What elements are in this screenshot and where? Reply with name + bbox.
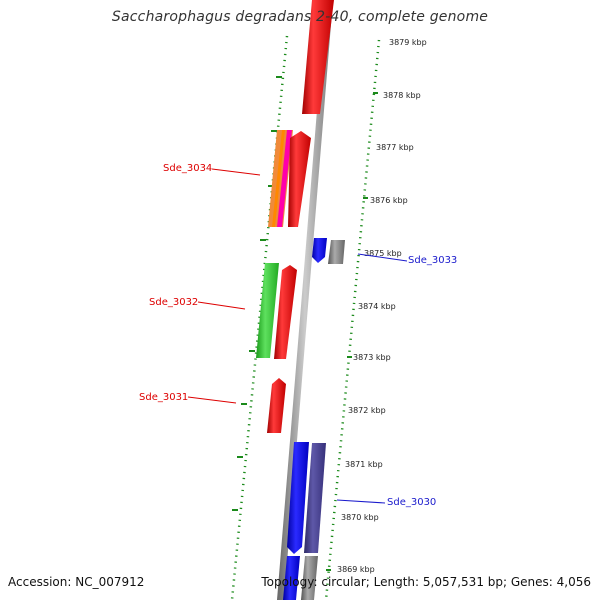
ruler: 3879 kbp 3878 kbp 3877 kbp 3876 kbp 3875…: [337, 38, 427, 574]
ruler-label: 3875 kbp: [364, 249, 402, 258]
gene-label-sde-3032[interactable]: Sde_3032: [149, 297, 198, 308]
ruler-label: 3869 kbp: [337, 565, 375, 574]
ruler-label: 3879 kbp: [389, 38, 427, 47]
gene-red-top: [302, 0, 334, 114]
gene-label-sde-3033[interactable]: Sde_3033: [408, 255, 457, 266]
outer-tick-track: [324, 39, 381, 600]
gene-sde-3030-blue: [287, 442, 309, 554]
gene-sde-3032-green: [256, 263, 279, 358]
gene-sde-3034-stripe-orange: [272, 130, 285, 227]
ruler-label: 3874 kbp: [358, 302, 396, 311]
gene-sde-3032-red: [274, 265, 297, 359]
gene-red-3877: [288, 131, 311, 227]
genome-backbone: [277, 0, 333, 600]
gene-label-sde-3034[interactable]: Sde_3034: [163, 163, 212, 174]
gene-sde-3031: [267, 378, 286, 433]
gene-blue-bottom: [283, 556, 300, 600]
ruler-label: 3873 kbp: [353, 353, 391, 362]
gene-sde-3030-navy: [304, 443, 326, 553]
ruler-label: 3878 kbp: [383, 91, 421, 100]
gene-sde-3033-grey: [328, 240, 345, 264]
ruler-label: 3871 kbp: [345, 460, 383, 469]
ruler-label: 3870 kbp: [341, 513, 379, 522]
map-title: Saccharophagus degradans 2-40, complete …: [111, 9, 489, 25]
genome-summary: Topology: circular; Length: 5,057,531 bp…: [261, 575, 591, 589]
gene-sde-3033-blue: [312, 238, 327, 263]
accession-label: Accession: NC_007912: [8, 575, 145, 589]
ruler-label: 3876 kbp: [370, 196, 408, 205]
gene-grey-bottom: [301, 556, 318, 600]
label-pointers: [187, 168, 408, 504]
gene-label-sde-3030[interactable]: Sde_3030: [387, 497, 436, 508]
ruler-label: 3877 kbp: [376, 143, 414, 152]
ruler-label: 3872 kbp: [348, 406, 386, 415]
gene-sde-3034-stripe-pink: [277, 130, 292, 227]
gene-label-sde-3031[interactable]: Sde_3031: [139, 392, 188, 403]
